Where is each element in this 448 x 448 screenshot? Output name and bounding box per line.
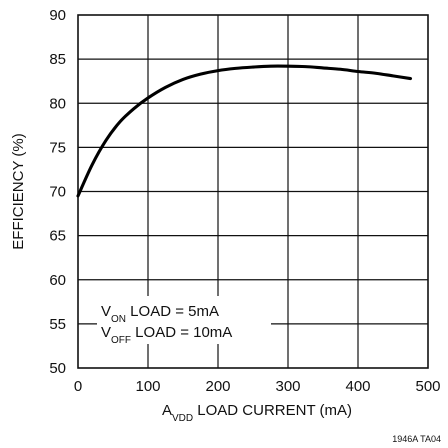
x-tick-label: 0 [74, 378, 82, 395]
axis-label-layer: EFFICIENCY (%) AVDD LOAD CURRENT (mA) VON … [10, 133, 441, 444]
voff-load-annotation: VOFF LOAD = 10mA [101, 324, 232, 346]
x-tick-label: 300 [275, 378, 300, 395]
x-tick-label: 200 [205, 378, 230, 395]
annotation-box [97, 296, 271, 344]
y-tick-label: 55 [49, 316, 66, 333]
y-tick-label: 90 [49, 7, 66, 24]
y-tick-label: 65 [49, 228, 66, 245]
y-tick-label: 70 [49, 184, 66, 201]
y-tick-label: 80 [49, 95, 66, 112]
y-tick-label: 85 [49, 51, 66, 68]
x-axis-title: AVDD LOAD CURRENT (mA) [162, 402, 352, 424]
series-layer [76, 64, 413, 198]
y-tick-label: 50 [49, 360, 66, 377]
von-load-annotation: VON LOAD = 5mA [101, 303, 219, 325]
y-tick-label: 60 [49, 272, 66, 289]
plot-frame [77, 14, 429, 369]
y-axis-title: EFFICIENCY (%) [10, 133, 27, 249]
x-tick-label: 500 [415, 378, 440, 395]
annotation-background-layer [97, 296, 271, 344]
figure-id: 1946A TA04 [392, 434, 441, 444]
tick-label-layer: 50 55 60 65 70 75 80 85 90 0 100 200 300 400 500 [49, 7, 440, 395]
efficiency-curve [76, 64, 413, 198]
x-tick-label: 100 [135, 378, 160, 395]
y-tick-label: 75 [49, 139, 66, 156]
x-tick-label: 400 [345, 378, 370, 395]
